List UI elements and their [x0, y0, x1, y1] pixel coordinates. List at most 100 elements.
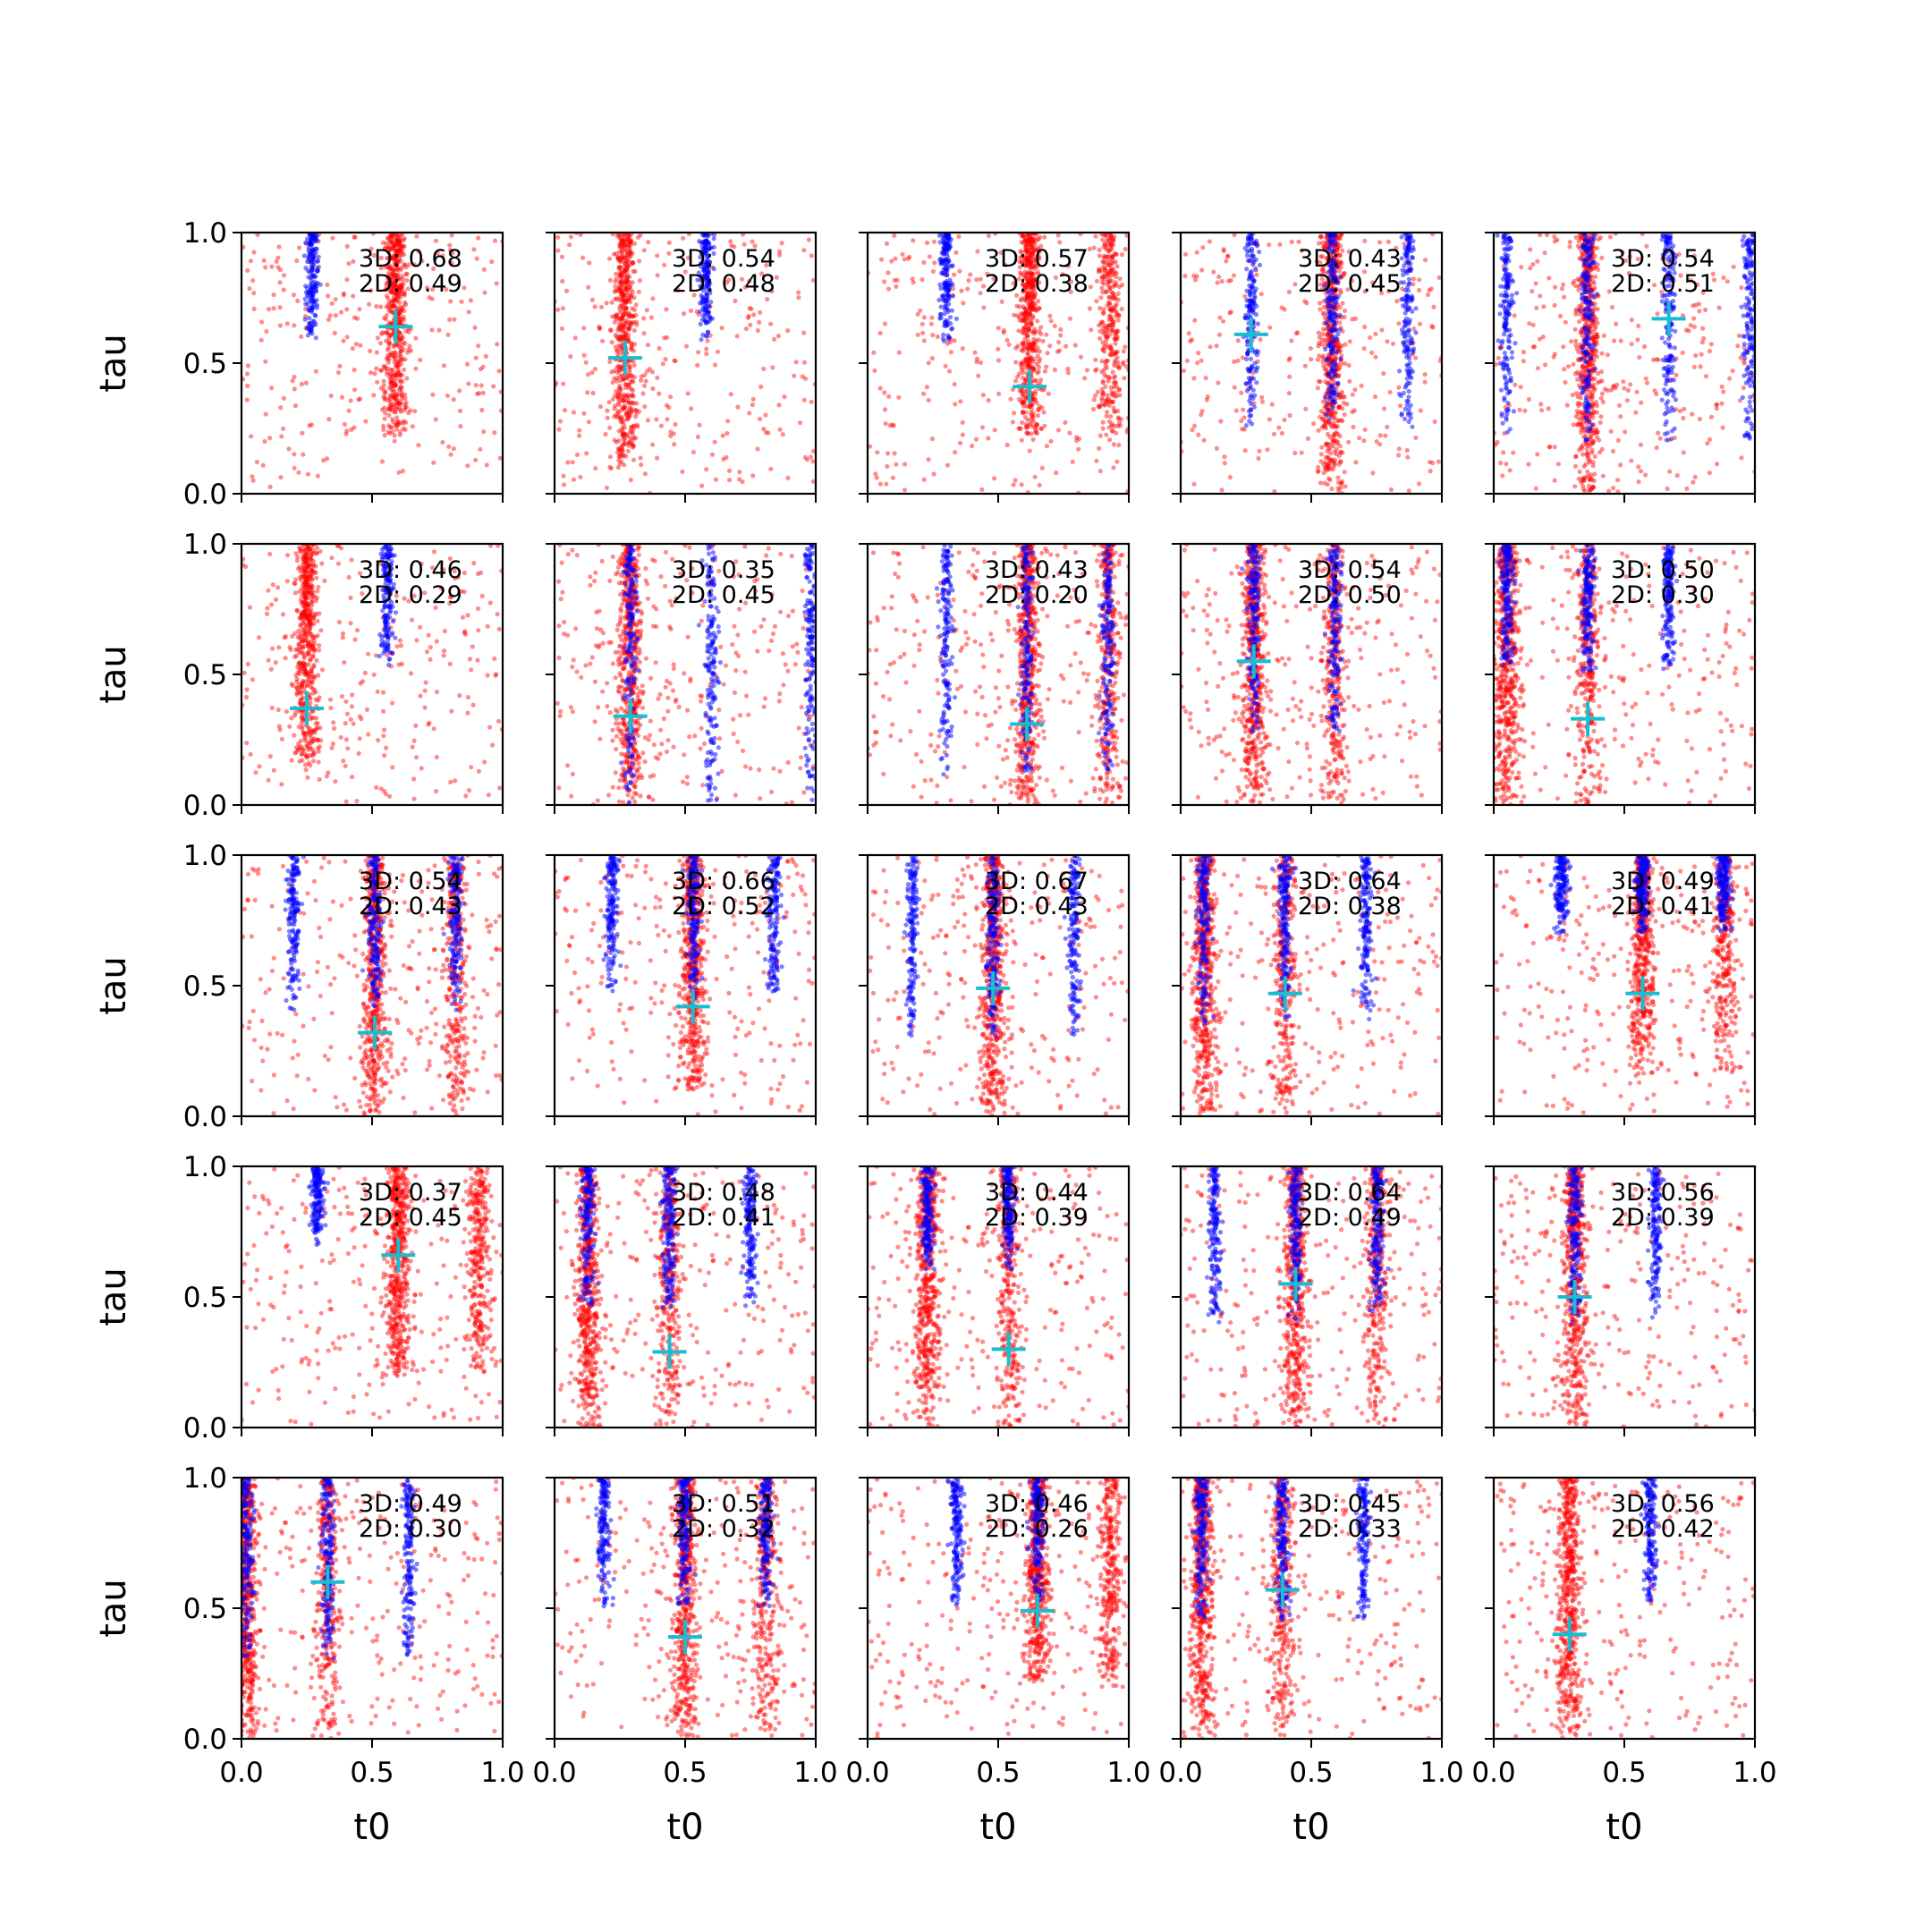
red-point: [1023, 396, 1029, 402]
red-point: [1032, 396, 1038, 402]
red-point: [614, 414, 620, 419]
red-point: [1101, 274, 1106, 279]
red-point: [1377, 240, 1383, 245]
red-point: [1337, 403, 1343, 409]
blue-point: [306, 275, 311, 280]
red-point: [1321, 304, 1327, 309]
red-point: [440, 439, 445, 445]
blue-point: [1398, 280, 1403, 285]
red-point: [623, 255, 628, 260]
red-point: [627, 280, 632, 285]
red-point: [392, 253, 397, 258]
blue-point: [1406, 288, 1411, 293]
red-point: [1020, 233, 1025, 239]
red-point: [1025, 256, 1030, 261]
red-point: [640, 391, 646, 396]
red-point: [996, 346, 1001, 352]
red-point: [278, 405, 284, 411]
red-point: [391, 373, 396, 378]
red-point: [1031, 257, 1037, 262]
red-point: [625, 312, 631, 318]
red-point: [1336, 418, 1342, 424]
red-point: [627, 365, 633, 370]
red-point: [907, 254, 912, 259]
red-point: [452, 317, 457, 322]
red-point: [388, 393, 394, 398]
red-point: [416, 443, 421, 448]
red-point: [966, 278, 971, 284]
red-point: [1097, 253, 1103, 258]
red-point: [1323, 465, 1328, 470]
red-point: [1320, 267, 1326, 272]
score-2d: 2D: 0.48: [672, 270, 775, 298]
red-point: [397, 257, 402, 262]
red-point: [616, 284, 622, 291]
red-point: [697, 422, 702, 428]
red-point: [761, 366, 767, 371]
red-point: [597, 326, 602, 331]
blue-point: [1244, 339, 1250, 344]
red-point: [1572, 278, 1577, 284]
red-point: [395, 372, 401, 377]
red-point: [1028, 421, 1033, 427]
blue-point: [1251, 404, 1257, 410]
red-point: [1100, 392, 1106, 397]
red-point: [1044, 364, 1049, 369]
red-point: [1026, 281, 1031, 286]
red-point: [286, 446, 292, 452]
red-point: [381, 427, 386, 432]
red-point: [1240, 427, 1245, 432]
blue-point: [313, 274, 318, 279]
red-point: [886, 394, 892, 399]
red-point: [626, 439, 631, 445]
red-point: [1432, 419, 1437, 424]
red-point: [391, 403, 396, 410]
red-point: [394, 261, 399, 267]
red-point: [617, 234, 623, 240]
red-point: [1017, 258, 1022, 264]
red-point: [619, 459, 624, 464]
red-point: [1638, 469, 1644, 474]
blue-point: [310, 298, 317, 303]
red-point: [401, 340, 406, 345]
red-point: [1024, 258, 1030, 263]
red-point: [623, 287, 630, 292]
red-point: [623, 320, 629, 326]
blue-point: [1405, 363, 1411, 369]
red-point: [393, 350, 398, 356]
red-point: [1025, 240, 1030, 245]
red-point: [386, 277, 391, 283]
red-point: [1738, 355, 1743, 360]
red-point: [396, 369, 402, 376]
red-point: [396, 244, 402, 250]
red-point: [617, 242, 623, 248]
red-point: [1652, 388, 1657, 394]
red-point: [1030, 340, 1036, 346]
red-point: [1635, 337, 1640, 343]
red-point: [1113, 390, 1118, 395]
red-point: [1109, 428, 1114, 434]
red-point: [1030, 281, 1035, 286]
red-point: [393, 248, 398, 254]
red-point: [387, 280, 393, 285]
red-point: [1322, 271, 1327, 276]
blue-point: [1248, 407, 1253, 412]
blue-point: [1404, 376, 1410, 381]
red-point: [560, 278, 565, 284]
red-point: [686, 255, 691, 260]
red-point: [978, 291, 983, 296]
red-point: [1113, 303, 1118, 309]
red-point: [1339, 479, 1344, 484]
red-point: [620, 270, 625, 275]
red-point: [397, 358, 402, 363]
red-point: [386, 412, 392, 418]
red-point: [615, 446, 621, 452]
red-point: [1028, 277, 1033, 283]
red-point: [1024, 238, 1030, 243]
red-point: [1054, 470, 1059, 476]
red-point: [800, 374, 805, 379]
red-point: [1114, 384, 1119, 389]
blue-point: [700, 313, 706, 318]
red-point: [626, 400, 631, 405]
red-point: [1028, 279, 1033, 285]
